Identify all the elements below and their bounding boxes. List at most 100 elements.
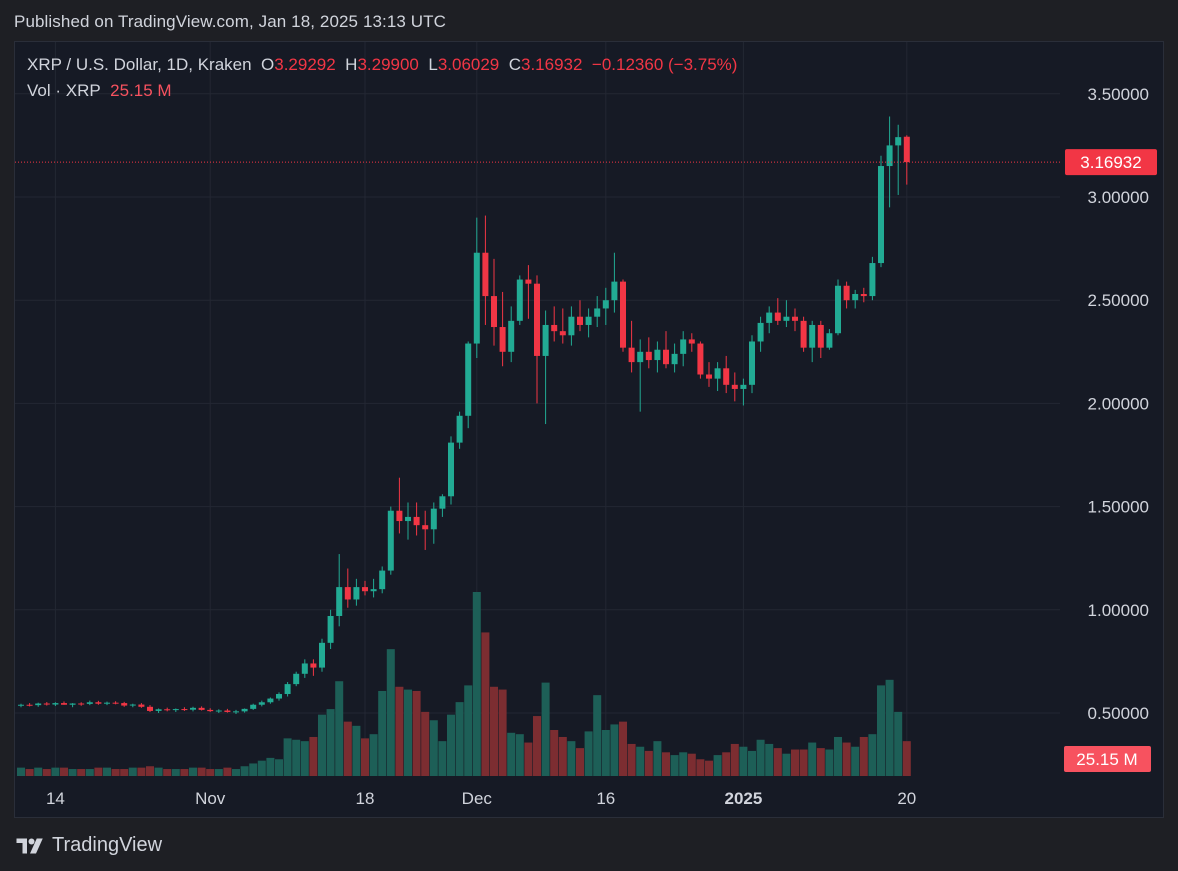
candle-body (757, 322, 764, 342)
candle-body (568, 316, 575, 336)
candle-body (172, 709, 179, 711)
candle-body (250, 704, 257, 709)
candle-body (826, 333, 833, 348)
volume-bar (722, 752, 731, 776)
volume-bar (653, 741, 662, 776)
volume-bar (352, 725, 361, 776)
volume-bar (799, 749, 808, 776)
close-value: 3.16932 (521, 55, 583, 74)
volume-bar (232, 769, 240, 776)
volume-bar (34, 767, 43, 776)
candle-body (207, 709, 214, 712)
candle-body (895, 137, 902, 146)
volume-bar (85, 769, 94, 776)
candle-body (903, 136, 910, 163)
candle-body (706, 374, 712, 379)
volume-bar (515, 734, 524, 776)
volume-bar (636, 746, 645, 776)
change-value: −0.12360 (−3.75%) (591, 55, 738, 74)
volume-bar (404, 689, 412, 776)
price-tick-label: 3.50000 (1088, 85, 1149, 104)
volume-bar (464, 685, 473, 776)
price-tick-label: 1.00000 (1088, 601, 1149, 620)
candle-body (654, 349, 661, 361)
volume-bar (773, 748, 782, 776)
candle-body (482, 252, 489, 297)
candle-body (594, 308, 601, 317)
volume-bar (842, 742, 851, 776)
time-tick-label: Dec (462, 789, 493, 808)
candle-body (783, 316, 790, 321)
volume-bar (438, 741, 447, 776)
volume-bar (171, 769, 180, 776)
volume-bar (240, 766, 249, 776)
open-value: 3.29292 (274, 55, 336, 74)
candle-body (465, 343, 472, 416)
candle-body (602, 300, 609, 309)
volume-bar (128, 767, 137, 776)
volume-bar (206, 769, 215, 776)
volume-bar (197, 767, 206, 776)
volume-bar (687, 753, 696, 776)
footer-brand[interactable]: TradingView (16, 834, 162, 857)
volume-value: 25.15 M (110, 81, 172, 100)
volume-bar (507, 732, 516, 776)
candle-body (860, 294, 867, 297)
volume-bar (885, 679, 894, 776)
candle-body (78, 703, 85, 705)
candle-body (95, 702, 102, 704)
candle-body (293, 673, 300, 685)
candle-body (680, 339, 687, 354)
volume-bar (17, 767, 25, 776)
candle-body (138, 704, 145, 707)
volume-bar (894, 711, 903, 776)
volume-bar (335, 681, 344, 776)
candle-body (671, 353, 678, 365)
candle-body (43, 703, 50, 705)
volume-bar (627, 743, 636, 776)
candle-body (319, 642, 325, 668)
candle-body (792, 316, 798, 321)
volume-bar (868, 734, 877, 776)
price-tick-label: 3.00000 (1088, 188, 1149, 207)
volume-bar (533, 716, 541, 776)
candle-body (276, 694, 282, 699)
volume-bar (146, 766, 154, 776)
volume-bar (326, 709, 335, 776)
candle-body (448, 442, 454, 497)
volume-bar (902, 741, 911, 776)
volume-bar (300, 741, 309, 776)
volume-bar (859, 736, 868, 776)
volume-bar (421, 711, 430, 776)
volume-bar (567, 741, 576, 776)
candle-body (327, 615, 334, 643)
volume-bar (412, 690, 421, 776)
volume-bar (111, 769, 120, 776)
volume-bar (748, 750, 756, 776)
candle-body (852, 294, 859, 301)
volume-bar (94, 767, 103, 776)
price-tick-label: 2.00000 (1088, 394, 1149, 413)
last-price-badge (1065, 149, 1157, 176)
candle-body (35, 703, 42, 706)
low-value: 3.06029 (437, 55, 500, 74)
volume-bar (120, 769, 129, 776)
time-axis: 14 Nov 18 Dec 16 2025 20 (46, 789, 916, 808)
volume-bar (275, 759, 283, 776)
volume-bar (369, 734, 378, 776)
candle-body (181, 709, 188, 711)
candle-body (155, 709, 162, 711)
volume-bar (266, 757, 275, 776)
symbol-label: XRP / U.S. Dollar, 1D, Kraken (27, 55, 252, 74)
volume-bar (662, 752, 670, 776)
last-volume-label: 25.15 M (1076, 750, 1137, 769)
candle-body (112, 702, 119, 704)
candle-body (215, 710, 222, 712)
volume-bar (68, 769, 77, 776)
candle-body (284, 684, 291, 695)
candle-body (499, 327, 506, 352)
chart-frame[interactable] (14, 41, 1164, 818)
volume-bar (25, 769, 34, 776)
volume-bar (756, 739, 765, 776)
